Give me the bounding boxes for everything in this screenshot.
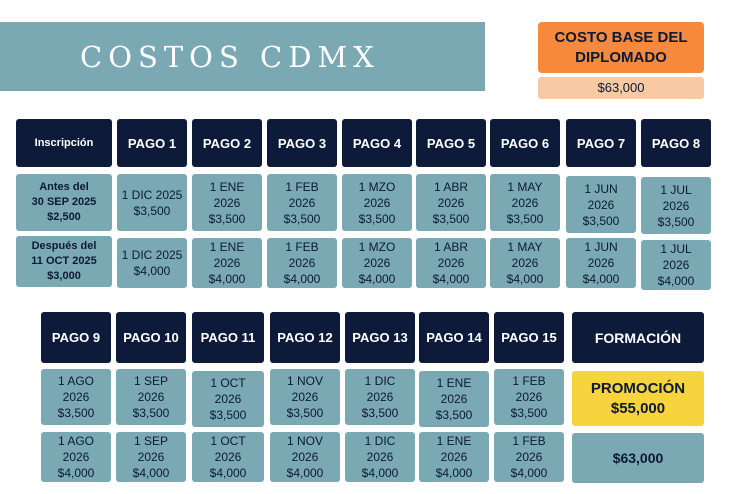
pago-8-before: 1 JUL 2026 $3,500 — [641, 177, 711, 234]
inscripcion-after: Después del 11 OCT 2025 $3,000 — [16, 236, 112, 287]
pago-13-after: 1 DIC 2026 $4,000 — [345, 432, 415, 482]
pago-12-header: PAGO 12 — [270, 312, 340, 363]
pago-9-before: 1 AGO 2026 $3,500 — [41, 369, 111, 425]
pago-8-header: PAGO 8 — [641, 119, 711, 167]
pago-4-before: 1 MZO 2026 $3,500 — [342, 174, 412, 231]
inscripcion-before: Antes del 30 SEP 2025 $2,500 — [16, 174, 112, 231]
pago-5-before: 1 ABR 2026 $3,500 — [416, 174, 486, 231]
pago-9-after: 1 AGO 2026 $4,000 — [41, 432, 111, 482]
pago-1-after: 1 DIC 2025 $4,000 — [117, 238, 187, 288]
pago-4-header: PAGO 4 — [342, 119, 412, 167]
pago-6-before: 1 MAY 2026 $3,500 — [490, 174, 560, 231]
pago-7-after: 1 JUN 2026 $4,000 — [566, 238, 636, 288]
pago-1-header: PAGO 1 — [117, 119, 187, 167]
pago-3-header: PAGO 3 — [267, 119, 337, 167]
pago-2-before: 1 ENE 2026 $3,500 — [192, 174, 262, 231]
pago-11-after: 1 OCT 2026 $4,000 — [192, 432, 264, 482]
pago-7-before: 1 JUN 2026 $3,500 — [566, 176, 636, 233]
pago-14-after: 1 ENE 2026 $4,000 — [419, 432, 489, 482]
pago-9-header: PAGO 9 — [41, 312, 111, 363]
regular-price: $63,000 — [572, 433, 704, 483]
pago-6-header: PAGO 6 — [490, 119, 560, 167]
pago-14-header: PAGO 14 — [419, 312, 489, 363]
pago-1-before: 1 DIC 2025 $3,500 — [117, 174, 187, 231]
pago-15-header: PAGO 15 — [494, 312, 564, 363]
pago-15-before: 1 FEB 2026 $3,500 — [494, 369, 564, 425]
base-cost-value: $63,000 — [538, 77, 704, 99]
pago-6-after: 1 MAY 2026 $4,000 — [490, 238, 560, 288]
pago-12-after: 1 NOV 2026 $4,000 — [270, 432, 340, 482]
pago-8-after: 1 JUL 2026 $4,000 — [641, 240, 711, 290]
pago-14-before: 1 ENE 2026 $3,500 — [419, 371, 489, 427]
pago-3-before: 1 FEB 2026 $3,500 — [267, 174, 337, 231]
inscripcion-header: Inscripción — [16, 119, 112, 167]
pago-7-header: PAGO 7 — [566, 119, 636, 167]
pago-5-after: 1 ABR 2026 $4,000 — [416, 238, 486, 288]
pago-11-header: PAGO 11 — [192, 312, 264, 363]
pago-11-before: 1 OCT 2026 $3,500 — [192, 371, 264, 427]
pago-3-after: 1 FEB 2026 $4,000 — [267, 238, 337, 288]
pago-4-after: 1 MZO 2026 $4,000 — [342, 238, 412, 288]
title-banner: COSTOS CDMX — [0, 22, 485, 91]
pago-2-after: 1 ENE 2026 $4,000 — [192, 238, 262, 288]
base-cost-label: COSTO BASE DEL DIPLOMADO — [538, 22, 704, 73]
pago-10-before: 1 SEP 2026 $3,500 — [116, 369, 186, 425]
pago-5-header: PAGO 5 — [416, 119, 486, 167]
pago-2-header: PAGO 2 — [192, 119, 262, 167]
promotion-price: PROMOCIÓN $55,000 — [572, 371, 704, 426]
pago-13-header: PAGO 13 — [345, 312, 415, 363]
pago-10-header: PAGO 10 — [116, 312, 186, 363]
pago-13-before: 1 DIC 2026 $3,500 — [345, 369, 415, 425]
pago-10-after: 1 SEP 2026 $4,000 — [116, 432, 186, 482]
pago-12-before: 1 NOV 2026 $3,500 — [270, 369, 340, 425]
formacion-header: FORMACIÓN — [572, 312, 704, 363]
pago-15-after: 1 FEB 2026 $4,000 — [494, 432, 564, 482]
page-title: COSTOS CDMX — [80, 39, 380, 74]
